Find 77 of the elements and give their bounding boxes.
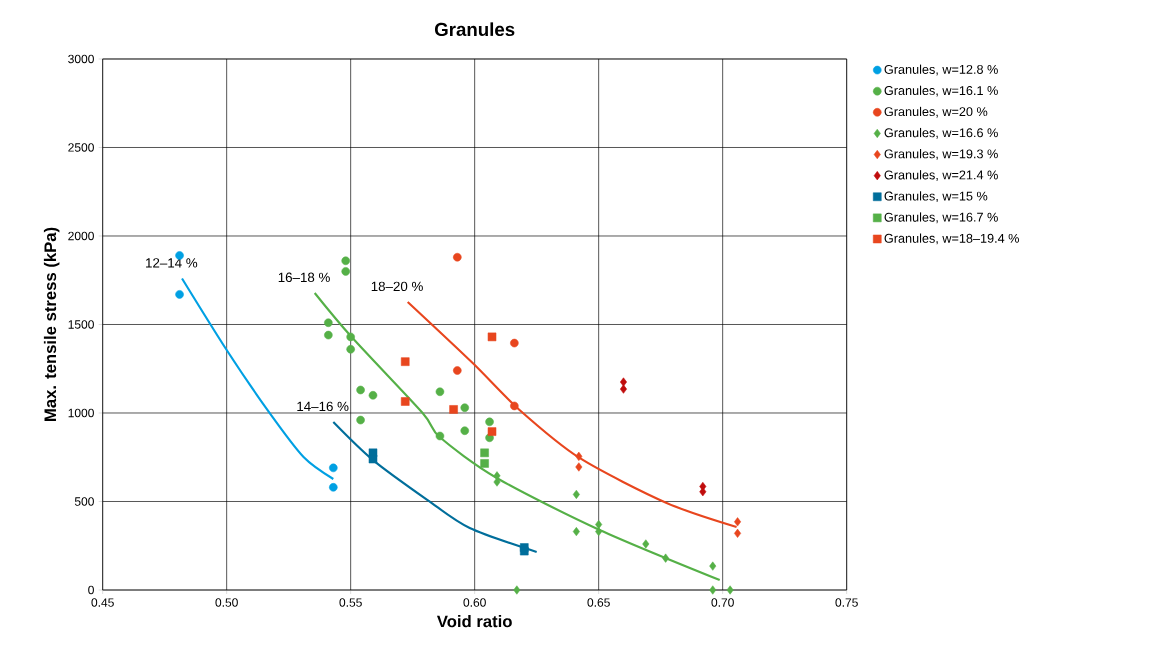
y-tick-label: 1000 bbox=[68, 408, 94, 418]
chart-title: Granules bbox=[434, 22, 515, 37]
point bbox=[368, 391, 378, 400]
legend-label: Granules, w=16.1 % bbox=[884, 85, 998, 97]
point bbox=[662, 553, 670, 563]
point bbox=[346, 345, 355, 354]
point bbox=[341, 267, 350, 276]
annotation: 12–14 % bbox=[146, 258, 198, 268]
y-tick-label: 500 bbox=[74, 497, 94, 506]
point bbox=[575, 462, 583, 472]
x-tick-label: 0.75 bbox=[835, 598, 858, 607]
point bbox=[575, 451, 583, 461]
point bbox=[175, 290, 184, 299]
point bbox=[572, 489, 580, 499]
point bbox=[480, 459, 489, 468]
legend-label: Granules, w=18–19.4 % bbox=[884, 233, 1019, 245]
annotation: 18–20 % bbox=[371, 281, 423, 292]
point bbox=[356, 415, 365, 425]
legend-label: Granules, w=16.7 % bbox=[884, 212, 998, 224]
point bbox=[699, 487, 707, 497]
line-series bbox=[332, 420, 538, 554]
point bbox=[435, 431, 445, 441]
y-tick-label: 1500 bbox=[68, 320, 94, 329]
annotation: 16–18 % bbox=[278, 272, 330, 283]
point bbox=[734, 517, 742, 527]
x-tick-label: 0.45 bbox=[91, 598, 114, 607]
annotation: 14–16 % bbox=[297, 401, 349, 412]
x-tick-label: 0.70 bbox=[711, 598, 734, 607]
x-axis-title: Void ratio bbox=[436, 615, 512, 628]
point bbox=[709, 585, 717, 595]
point bbox=[356, 385, 365, 395]
point bbox=[620, 377, 627, 387]
point bbox=[453, 366, 462, 375]
point bbox=[324, 330, 333, 340]
point bbox=[460, 403, 470, 412]
point bbox=[460, 426, 470, 435]
legend-label: Granules, w=20 % bbox=[884, 106, 988, 118]
point bbox=[346, 332, 355, 342]
point bbox=[400, 397, 410, 406]
point bbox=[341, 256, 350, 266]
point bbox=[510, 401, 519, 411]
point bbox=[324, 318, 333, 327]
legend-label: Granules, w=21.4 % bbox=[884, 170, 998, 181]
x-tick-label: 0.60 bbox=[463, 598, 486, 607]
point bbox=[510, 338, 519, 348]
point bbox=[642, 539, 650, 549]
point bbox=[620, 384, 627, 394]
point bbox=[487, 332, 497, 342]
x-tick-label: 0.65 bbox=[587, 598, 610, 607]
y-tick-label: 2000 bbox=[68, 231, 94, 241]
point bbox=[368, 454, 378, 464]
point bbox=[595, 527, 603, 537]
legend-label: Granules, w=16.6 % bbox=[884, 127, 998, 139]
x-tick-label: 0.55 bbox=[339, 598, 362, 607]
point bbox=[726, 585, 734, 595]
y-tick-label: 3000 bbox=[68, 54, 94, 64]
point bbox=[572, 527, 580, 537]
point bbox=[329, 483, 338, 492]
point bbox=[480, 448, 489, 458]
point bbox=[400, 357, 410, 366]
point bbox=[435, 387, 445, 397]
y-tick-label: 0 bbox=[88, 585, 94, 595]
x-tick-label: 0.50 bbox=[215, 598, 238, 607]
legend-label: Granules, w=19.3 % bbox=[884, 149, 998, 160]
point bbox=[709, 561, 717, 571]
legend-label: Granules, w=12.8 % bbox=[884, 64, 998, 76]
point bbox=[520, 546, 529, 556]
point bbox=[487, 427, 497, 436]
legend-label: Granules, w=15 % bbox=[884, 191, 988, 203]
point bbox=[734, 528, 742, 538]
y-tick-label: 2500 bbox=[68, 143, 94, 152]
point bbox=[329, 463, 338, 473]
y-axis-title: Max. tensile stress (kPa) bbox=[43, 227, 60, 421]
point bbox=[449, 405, 458, 414]
point bbox=[513, 585, 521, 595]
point bbox=[485, 417, 494, 427]
point bbox=[453, 252, 462, 262]
